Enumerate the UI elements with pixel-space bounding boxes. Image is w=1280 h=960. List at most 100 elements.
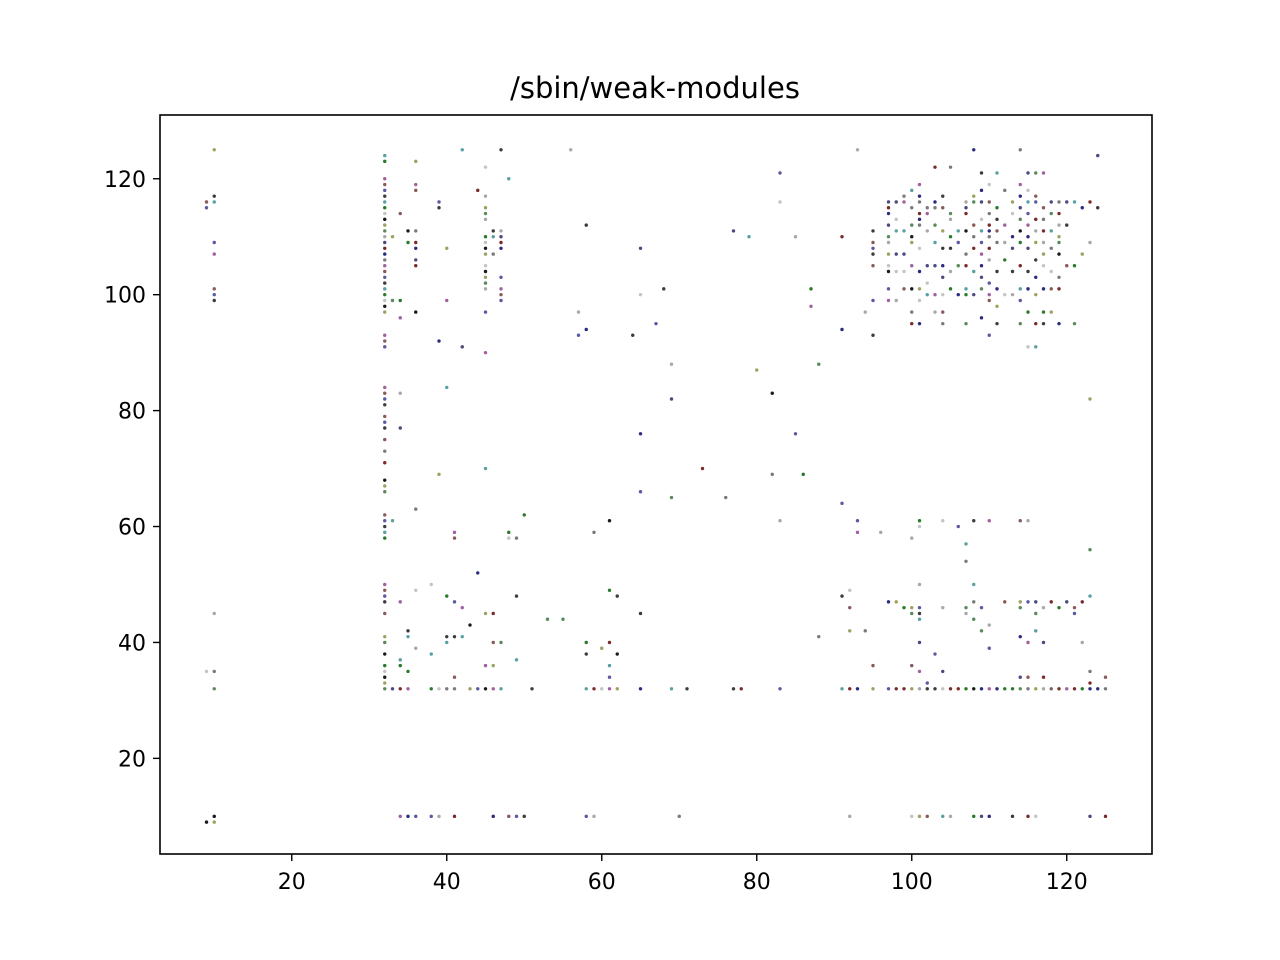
data-point (925, 814, 929, 819)
data-point (972, 814, 976, 819)
data-point (917, 582, 922, 587)
data-point (383, 478, 387, 482)
data-point (1003, 240, 1007, 245)
data-point (910, 188, 914, 193)
data-point (414, 646, 418, 650)
data-point (987, 211, 991, 216)
data-point (607, 588, 612, 592)
data-point (383, 403, 387, 407)
data-point (1026, 246, 1030, 251)
data-point (383, 229, 387, 233)
data-point (499, 687, 503, 691)
data-point (398, 814, 402, 819)
data-point (499, 640, 503, 645)
data-point (948, 269, 953, 274)
data-point (1018, 634, 1022, 639)
data-point (917, 524, 922, 529)
data-point (731, 687, 736, 691)
data-point (1018, 229, 1022, 233)
data-point (584, 814, 588, 819)
data-point (383, 153, 387, 158)
data-point (1018, 240, 1022, 245)
data-point (995, 206, 999, 210)
data-point (871, 246, 875, 251)
data-point (483, 246, 488, 251)
data-point (979, 240, 984, 245)
data-point (414, 507, 418, 511)
data-point (1026, 223, 1030, 227)
data-point (1018, 206, 1022, 210)
data-point (964, 211, 968, 216)
data-point (995, 229, 999, 233)
data-point (491, 611, 495, 616)
data-point (848, 605, 852, 610)
data-point (886, 600, 891, 604)
data-point (1041, 687, 1046, 691)
data-point (956, 687, 960, 691)
data-point (948, 246, 953, 251)
data-point (514, 658, 519, 662)
data-point (1034, 194, 1038, 198)
data-point (383, 194, 387, 198)
data-point (212, 687, 216, 691)
data-point (979, 264, 984, 268)
data-point (1010, 200, 1015, 204)
data-point (941, 292, 945, 297)
data-point (1018, 321, 1022, 326)
data-point (576, 310, 581, 314)
data-point (1072, 264, 1077, 268)
data-point (933, 240, 937, 245)
data-point (1088, 681, 1092, 685)
data-point (1072, 687, 1077, 691)
data-point (1003, 258, 1007, 262)
data-point (685, 687, 689, 691)
data-point (576, 333, 581, 337)
data-point (615, 652, 619, 656)
data-point (917, 287, 922, 291)
data-point (1041, 171, 1046, 175)
data-point (437, 200, 441, 204)
data-point (987, 298, 991, 303)
data-point (1018, 194, 1022, 198)
data-point (383, 391, 387, 395)
data-point (933, 310, 937, 314)
data-point (1049, 310, 1053, 314)
data-point (972, 582, 976, 587)
data-point (925, 681, 929, 685)
data-point (933, 223, 937, 227)
data-point (212, 820, 216, 824)
data-point (933, 165, 937, 169)
data-point (863, 310, 867, 314)
data-point (879, 530, 883, 535)
data-point (383, 217, 387, 222)
data-point (483, 310, 488, 314)
data-point (1041, 240, 1046, 245)
data-point (871, 252, 875, 256)
data-point (212, 298, 216, 303)
data-point (902, 287, 906, 291)
data-point (987, 292, 991, 297)
data-point (902, 252, 906, 256)
data-point (979, 229, 984, 233)
data-point (848, 814, 852, 819)
data-point (964, 264, 968, 268)
data-point (429, 582, 433, 587)
data-point (1065, 264, 1069, 268)
data-point (987, 258, 991, 262)
data-point (1026, 310, 1030, 314)
data-point (483, 264, 488, 268)
data-point (414, 159, 418, 164)
data-point (491, 814, 495, 819)
data-point (1003, 188, 1007, 193)
data-point (871, 298, 875, 303)
data-point (855, 530, 860, 535)
data-point (383, 536, 387, 540)
data-point (406, 629, 410, 633)
data-point (452, 530, 457, 535)
x-tick-label: 60 (588, 870, 616, 895)
data-point (886, 298, 891, 303)
data-point (383, 611, 387, 616)
data-point (1018, 675, 1022, 679)
data-point (383, 484, 387, 488)
data-point (491, 687, 495, 691)
